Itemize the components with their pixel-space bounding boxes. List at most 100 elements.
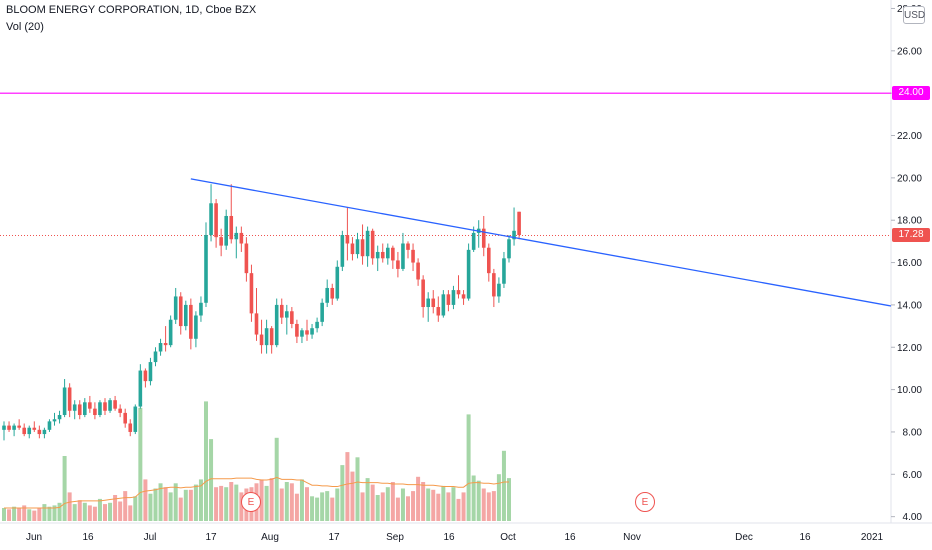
candle-body [17, 425, 21, 428]
candle-body [264, 328, 269, 346]
candle-body [184, 304, 188, 327]
candle-body [401, 243, 405, 269]
volume-bar [345, 452, 350, 521]
candle-body [83, 402, 87, 416]
candle-body [350, 243, 355, 255]
trendline[interactable] [190, 178, 892, 307]
candle-body [239, 232, 244, 244]
candle-body [37, 429, 42, 435]
volume-bar [143, 479, 148, 521]
time-tick-label: Sep [386, 532, 404, 543]
candle-body [77, 404, 82, 416]
symbol-legend[interactable]: BLOOM ENERGY CORPORATION, 1D, Cboe BZX [6, 4, 257, 16]
candle-body [300, 330, 304, 337]
volume-bar [400, 488, 405, 521]
price-tick-label: 20.00 [897, 173, 922, 184]
candle-body [163, 343, 168, 346]
volume-bar [289, 483, 294, 521]
volume-bar [158, 483, 163, 521]
candle-body [411, 249, 415, 263]
volume-bar [87, 505, 92, 521]
volume-bar [305, 487, 309, 521]
volume-bar [193, 484, 198, 521]
volume-bar [224, 487, 229, 521]
candle-body [47, 421, 52, 430]
volume-bar [436, 493, 441, 521]
candle-body [310, 328, 314, 335]
candle-body [189, 304, 193, 339]
candle-body [214, 203, 218, 238]
candle-body [512, 230, 516, 240]
volume-bar [390, 482, 395, 521]
candle-body [279, 304, 284, 318]
candle-body [360, 239, 365, 257]
candle-body [133, 406, 138, 432]
earnings-marker-aug[interactable]: E [241, 492, 261, 512]
candle-body [259, 334, 264, 346]
volume-bar [163, 487, 168, 521]
candle-body [219, 237, 223, 246]
candle-body [209, 203, 213, 236]
time-scale[interactable]: Jun 16 Jul 17 Aug 17 Sep 16 Oct 16 Nov Dec 16 2021 [26, 532, 884, 543]
volume-ma-line [4, 476, 509, 509]
candle-body [123, 412, 127, 424]
currency-button[interactable]: USD [903, 6, 925, 24]
candle-body [57, 415, 62, 420]
volume-bar [198, 479, 203, 521]
price-tick-label: 4.00 [903, 512, 923, 523]
price-scale[interactable]: 4.00 6.00 8.00 10.00 12.00 14.00 16.00 18.00 20.… [891, 4, 922, 523]
candle-body [103, 402, 107, 411]
candle-body [502, 258, 506, 284]
volume-bar [57, 502, 62, 521]
volume-bar [17, 508, 22, 521]
candle-body [426, 298, 430, 308]
time-tick-label: Jul [144, 532, 157, 543]
volume-bar [330, 497, 335, 521]
candle-body [370, 230, 375, 259]
candle-body [320, 302, 324, 322]
volume-bar [138, 407, 143, 521]
volume-bar [431, 489, 436, 521]
volume-bar [27, 509, 32, 521]
candle-body [330, 287, 335, 299]
volume-bar [12, 506, 17, 521]
time-tick-label: Aug [261, 532, 279, 543]
candle-body [72, 404, 77, 411]
candle-body [305, 330, 309, 335]
volume-bar [219, 485, 224, 521]
candle-body [173, 296, 178, 320]
candle-body [67, 387, 72, 411]
volume-bar [153, 488, 158, 521]
volume-bar [259, 479, 264, 521]
volume-bar [103, 504, 107, 521]
candle-body [375, 251, 380, 259]
candle-body [386, 247, 390, 259]
volume-bar [279, 488, 284, 521]
volume-legend[interactable]: Vol (20) [6, 21, 44, 33]
candle-body [517, 211, 521, 236]
volume-bar [335, 488, 340, 521]
volume-bar [441, 485, 446, 521]
candle-body [365, 230, 370, 257]
candle-body [290, 311, 294, 324]
price-tick-label: 26.00 [897, 46, 922, 57]
time-tick-label: Oct [500, 532, 516, 543]
candle-body [244, 243, 249, 274]
time-tick-label: 2021 [861, 532, 884, 543]
candle-body [98, 402, 102, 416]
volume-bar [380, 492, 385, 521]
candle-body [204, 235, 208, 303]
candle-body [487, 247, 491, 274]
candle-body [62, 387, 67, 416]
candle-body [269, 328, 274, 346]
volume-bar [178, 497, 183, 521]
volume-bar [209, 439, 214, 521]
candle-body [7, 425, 11, 430]
volume-bar [234, 484, 239, 521]
candle-body [249, 273, 254, 314]
candle-body [27, 427, 32, 435]
volume-bar [496, 474, 501, 521]
earnings-marker-nov[interactable]: E [635, 492, 655, 512]
